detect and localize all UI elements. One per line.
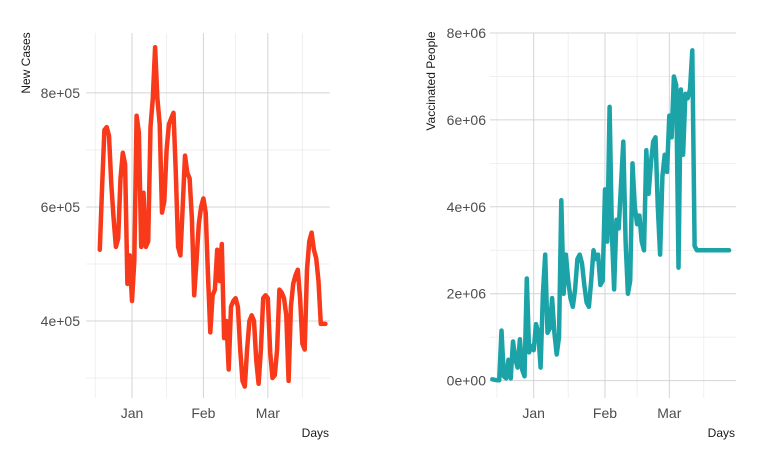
new-cases-series-line bbox=[97, 45, 328, 389]
vaccinated-people-series-line bbox=[490, 48, 732, 383]
vaccinated-people-y-tick-label: 8e+06 bbox=[447, 25, 487, 41]
new-cases-y-axis-title: New Cases bbox=[19, 32, 33, 93]
new-cases-y-tick-label: 4e+05 bbox=[41, 313, 81, 329]
vaccinated-people-y-axis-title: Vaccinated People bbox=[424, 31, 438, 131]
vaccinated-people-x-axis-title: Days bbox=[708, 426, 735, 440]
new-cases-y-ticks: 4e+05 6e+05 8e+05 bbox=[41, 85, 81, 329]
vaccinated-people-chart: Jan Feb Mar 0e+00 2e+06 4e+06 6e+06 8e+06 Vacc… bbox=[424, 25, 736, 440]
vaccinated-people-series bbox=[490, 48, 732, 383]
new-cases-x-axis-title: Days bbox=[302, 426, 329, 440]
vaccinated-people-y-tick-label: 4e+06 bbox=[447, 199, 487, 215]
new-cases-chart: Jan Feb Mar 4e+05 6e+05 8e+05 New Cases Days bbox=[19, 32, 330, 440]
new-cases-x-tick-label: Feb bbox=[191, 405, 215, 421]
new-cases-x-ticks: Jan Feb Mar bbox=[121, 405, 280, 421]
new-cases-series bbox=[97, 45, 328, 389]
vaccinated-people-x-ticks: Jan Feb Mar bbox=[522, 405, 681, 421]
new-cases-x-tick-label: Mar bbox=[256, 405, 280, 421]
new-cases-y-tick-label: 6e+05 bbox=[41, 199, 81, 215]
vaccinated-people-x-tick-label: Feb bbox=[593, 405, 617, 421]
vaccinated-people-y-tick-label: 6e+06 bbox=[447, 112, 487, 128]
vaccinated-people-y-tick-label: 0e+00 bbox=[447, 373, 487, 389]
vaccinated-people-x-tick-label: Mar bbox=[657, 405, 681, 421]
new-cases-x-tick-label: Jan bbox=[121, 405, 144, 421]
vaccinated-people-y-ticks: 0e+00 2e+06 4e+06 6e+06 8e+06 bbox=[447, 25, 487, 389]
vaccinated-people-y-tick-label: 2e+06 bbox=[447, 286, 487, 302]
vaccinated-people-grid bbox=[490, 32, 736, 398]
new-cases-y-tick-label: 8e+05 bbox=[41, 85, 81, 101]
vaccinated-people-x-tick-label: Jan bbox=[522, 405, 545, 421]
